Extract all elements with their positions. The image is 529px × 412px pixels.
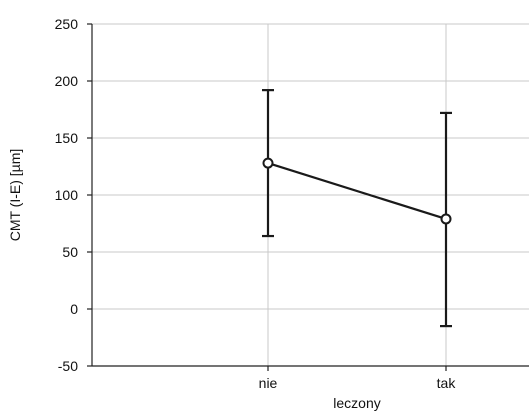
y-tick-label: -50 [58,358,78,374]
y-tick-label: 50 [62,244,78,260]
y-tick-label: 100 [55,187,79,203]
error-bars [262,89,452,328]
series [262,157,452,225]
x-tick-label-tak: tak [437,375,457,391]
tick-labels: -50 0 50 100 150 200 250 nie tak [55,16,457,391]
data-point-tak [440,213,452,225]
x-axis-title: leczony [333,395,380,411]
y-tick-label: 0 [70,301,78,317]
series-line [267,162,447,220]
y-axis-title: CMT (I-E) [µm] [7,149,23,242]
y-tick-label: 250 [55,16,79,32]
x-tick-label-nie: nie [259,375,278,391]
y-tick-label: 200 [55,73,79,89]
y-tick-label: 150 [55,130,79,146]
gridlines [92,23,529,367]
axes [87,23,529,371]
data-point-nie [262,157,274,169]
